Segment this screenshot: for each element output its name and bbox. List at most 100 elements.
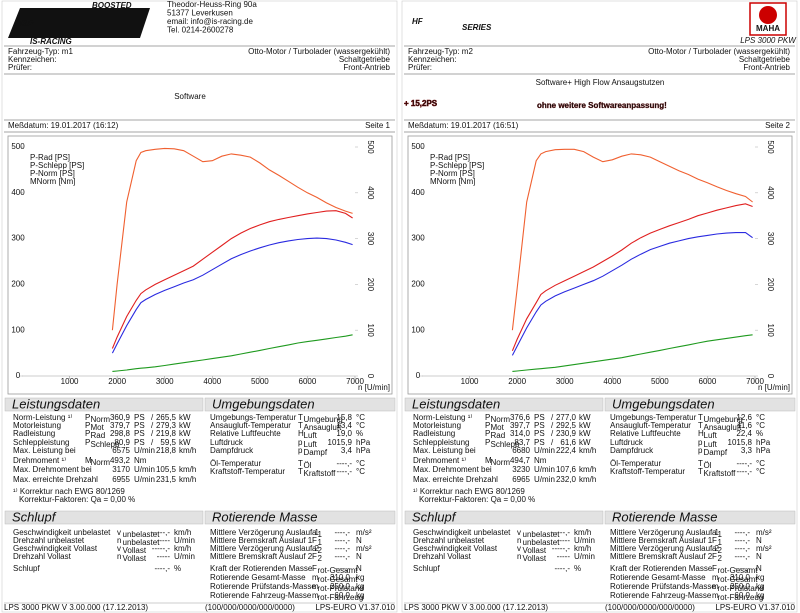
section-header [604, 397, 796, 412]
row-separator: / [551, 421, 554, 430]
y2-tick-label: 300 [366, 232, 375, 246]
row-unit: kW [179, 413, 191, 422]
series-line [111, 147, 353, 331]
row-symbol-sub: Ansaugluft [304, 423, 343, 432]
y-tick-label: 500 [411, 142, 425, 151]
row-label: Mittlere Verzögerung Auslauf 2 [210, 544, 320, 553]
row-symbol: P [485, 413, 490, 422]
row-symbol-sub: Vollast [523, 546, 547, 555]
row-unit: N [356, 536, 362, 545]
legend-entry: MNorm [Nm] [430, 177, 475, 186]
legend-entry: MNorm [Nm] [30, 177, 75, 186]
x-tick-label: 6000 [699, 377, 717, 386]
row-value: 265,5 [156, 413, 177, 422]
legend-entry: P-Schlepp [PS] [430, 161, 484, 170]
row-unit: kW [179, 438, 191, 447]
row-unit: U/min [534, 475, 555, 484]
row-value: 250,0 [730, 582, 751, 591]
row-value: 298,8 [110, 429, 131, 438]
y2-tick-label: 100 [766, 324, 775, 338]
row-value: 6965 [512, 475, 530, 484]
x-axis-label: n [U/min] [358, 383, 390, 392]
headline: Software [174, 92, 206, 101]
row-label: Rotierende Fahrzeug-Masse [610, 591, 712, 600]
section-header [404, 397, 604, 412]
row-value: ----,- [736, 467, 752, 476]
row-unit: Nm [134, 456, 147, 465]
row-symbol: m [312, 573, 319, 582]
row-unit: hPa [356, 446, 371, 455]
row-value: -----,- [152, 544, 171, 553]
y-tick-label: 200 [11, 280, 25, 289]
row-separator: / [151, 438, 154, 447]
model-text: LPS 3000 PKW [740, 36, 797, 45]
row-label: Öl-Temperatur [610, 459, 661, 468]
row-value: 360,9 [110, 413, 131, 422]
row-symbol-sub: Öl [304, 461, 312, 470]
footer-center: (100/000/0000/000/0000) [605, 603, 695, 612]
row-unit: U/min [574, 552, 595, 561]
y2-tick-label: 400 [366, 186, 375, 200]
section-header [4, 397, 204, 412]
row-symbol-sub: Umgebung [304, 415, 343, 424]
x-tick-label: 3000 [556, 377, 574, 386]
vehicle-label: Kennzeichen: [408, 55, 456, 64]
row-unit: PS [134, 413, 145, 422]
y2-tick-label: 100 [366, 324, 375, 338]
vehicle-value: Otto-Motor / Turbolader (wassergekühlt) [248, 47, 390, 56]
section-header [204, 510, 396, 525]
x-tick-label: 5000 [251, 377, 269, 386]
row-value: 379,7 [110, 421, 131, 430]
row-value: ----,- [334, 564, 350, 573]
row-symbol: v [517, 528, 521, 537]
row-symbol-sub: rot-Gesamt [718, 575, 759, 584]
row-label: Drehzahl unbelastet [413, 536, 485, 545]
row-label: Mittlere Bremskraft Auslauf 1 [210, 536, 313, 545]
row-symbol: a [312, 544, 317, 553]
row-value: 310,0 [330, 573, 351, 582]
row-value: -----,- [552, 544, 571, 553]
row-label: Dampfdruck [210, 446, 254, 455]
row-unit: kg [356, 591, 364, 600]
row-symbol-sub: 1 [318, 538, 323, 547]
row-symbol: P [485, 438, 490, 447]
row-symbol: P [85, 413, 90, 422]
row-value: 105,5 [156, 465, 177, 474]
row-symbol: T [698, 467, 703, 476]
row-label: Max. Leistung bei [13, 446, 76, 455]
row-unit: N [356, 564, 362, 573]
series-line [111, 210, 353, 349]
y-tick-label: 0 [16, 371, 21, 380]
row-symbol: H [298, 429, 304, 438]
row-value: ----- [157, 552, 171, 561]
row-symbol: m [712, 591, 719, 600]
y-tick-label: 400 [11, 188, 25, 197]
row-unit: kW [179, 421, 191, 430]
x-tick-label: 2000 [508, 377, 526, 386]
row-value: ----,- [734, 552, 750, 561]
row-unit: PS [534, 429, 545, 438]
page-number: Seite 1 [365, 121, 390, 130]
row-symbol-sub: 1 [318, 530, 323, 539]
row-label: Schlupf [413, 564, 440, 573]
row-label: Motorleistung [413, 421, 461, 430]
row-label: Ansaugluft-Temperatur [210, 421, 291, 430]
row-symbol: T [298, 459, 303, 468]
row-value: 11,6 [737, 421, 753, 430]
row-value: 3,3 [741, 446, 753, 455]
row-symbol-sub: Ansaugluft [704, 423, 743, 432]
row-symbol-sub: rot-Fahrzeug [718, 593, 764, 602]
row-unit: kW [579, 429, 591, 438]
row-value: 19,0 [336, 429, 352, 438]
row-label: Umgebungs-Temperatur [210, 413, 297, 422]
y-tick-label: 500 [11, 142, 25, 151]
y2-tick-label: 0 [366, 374, 375, 379]
row-value: 219,8 [156, 429, 177, 438]
row-unit: km/h [179, 465, 196, 474]
legend-entry: P-Schlepp [PS] [30, 161, 84, 170]
row-value: 6955 [112, 475, 130, 484]
row-symbol-sub: rot-Gesamt [318, 566, 359, 575]
row-symbol-sub: Vollast [123, 554, 147, 563]
row-symbol-sub: Schlepp [491, 440, 520, 449]
